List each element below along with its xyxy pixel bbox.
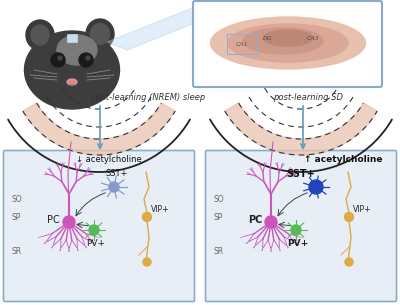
Ellipse shape xyxy=(57,35,97,65)
Ellipse shape xyxy=(210,17,366,69)
Text: VIP+: VIP+ xyxy=(151,204,170,214)
Text: SR: SR xyxy=(12,247,22,257)
Text: DG: DG xyxy=(263,37,273,41)
Circle shape xyxy=(345,258,353,266)
Ellipse shape xyxy=(263,30,313,46)
FancyBboxPatch shape xyxy=(4,150,194,302)
Ellipse shape xyxy=(86,19,114,49)
Text: PC: PC xyxy=(248,215,262,225)
Text: PC: PC xyxy=(47,215,59,225)
Circle shape xyxy=(109,182,119,192)
Circle shape xyxy=(79,53,93,67)
Circle shape xyxy=(86,56,90,60)
Text: post-learning (NREM) sleep: post-learning (NREM) sleep xyxy=(91,92,205,102)
FancyBboxPatch shape xyxy=(206,150,396,302)
Polygon shape xyxy=(225,103,377,155)
Ellipse shape xyxy=(67,79,77,85)
Text: ↑ acetylcholine: ↑ acetylcholine xyxy=(304,155,383,163)
Ellipse shape xyxy=(228,24,348,62)
Text: PV+: PV+ xyxy=(287,239,309,249)
Text: ↓ acetylcholine: ↓ acetylcholine xyxy=(76,155,142,163)
Circle shape xyxy=(58,56,62,60)
Text: CA3: CA3 xyxy=(307,35,319,41)
Circle shape xyxy=(265,216,277,228)
Ellipse shape xyxy=(90,23,110,45)
Circle shape xyxy=(142,213,152,221)
Bar xyxy=(67,34,77,42)
Text: post-learning SD: post-learning SD xyxy=(273,92,343,102)
Ellipse shape xyxy=(24,31,120,109)
Text: VIP+: VIP+ xyxy=(353,204,372,214)
Ellipse shape xyxy=(68,80,76,84)
Circle shape xyxy=(344,213,354,221)
Text: CA1: CA1 xyxy=(236,41,248,46)
Polygon shape xyxy=(23,103,175,155)
Circle shape xyxy=(51,53,65,67)
Circle shape xyxy=(291,225,301,235)
Text: SST+: SST+ xyxy=(287,169,315,179)
Text: SO: SO xyxy=(12,196,23,204)
Text: SO: SO xyxy=(214,196,225,204)
Ellipse shape xyxy=(26,20,54,50)
Circle shape xyxy=(309,180,323,194)
Text: PV+: PV+ xyxy=(86,239,106,249)
Circle shape xyxy=(143,258,151,266)
Text: SP: SP xyxy=(214,213,223,221)
Circle shape xyxy=(89,225,99,235)
Text: SST+: SST+ xyxy=(106,170,128,178)
FancyBboxPatch shape xyxy=(193,1,382,87)
Text: SP: SP xyxy=(12,213,21,221)
Polygon shape xyxy=(107,3,245,50)
Ellipse shape xyxy=(31,25,49,45)
Circle shape xyxy=(63,216,75,228)
Text: SR: SR xyxy=(214,247,224,257)
Ellipse shape xyxy=(243,28,323,54)
